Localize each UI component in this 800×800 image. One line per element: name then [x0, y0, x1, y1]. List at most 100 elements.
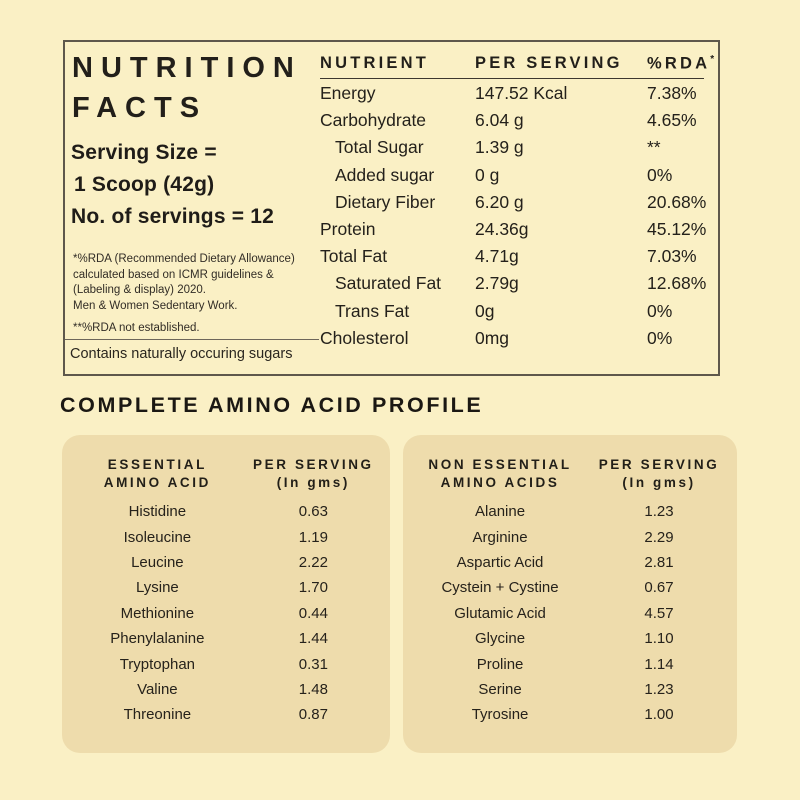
amino-name: Threonine: [123, 706, 192, 724]
per-serving-line2: (In gms): [622, 474, 696, 490]
non-essential-amino-rows: Alanine 1.23 Arginine 2.29 Aspartic Acid 2.…: [411, 499, 729, 728]
amino-row: Methionine 0.44: [70, 601, 382, 626]
nutrient-amount: 147.52 Kcal: [475, 83, 568, 104]
amino-row: Serine 1.23: [411, 677, 729, 702]
non-essential-header-col1: NON ESSENTIAL AMINO ACIDS: [411, 456, 589, 491]
amino-value: 0.63: [298, 503, 328, 521]
amino-row: Tyrosine 1.00: [411, 702, 729, 727]
nutrient-rda: 45.12%: [647, 219, 707, 240]
contains-note-divider: [65, 339, 319, 340]
nutrient-amount: 0g: [475, 300, 495, 321]
nutrient-name: Added sugar: [335, 164, 435, 185]
header-rda: %RDA*: [647, 54, 714, 74]
amino-value: 1.14: [644, 655, 674, 673]
amino-value: 0.67: [644, 579, 674, 597]
nutrient-rda: 0%: [647, 300, 673, 321]
amino-row: Tryptophan 0.31: [70, 651, 382, 676]
amino-value: 2.22: [298, 553, 328, 571]
amino-value: 4.57: [644, 604, 674, 622]
per-serving-line1: PER SERVING: [253, 457, 374, 472]
header-rda-text: %RDA: [647, 54, 711, 73]
essential-header-line2: AMINO ACID: [103, 474, 211, 490]
nutrient-rda: 20.68%: [647, 191, 707, 212]
nutrient-amount: 0mg: [475, 327, 510, 348]
nutrient-name: Total Fat: [320, 246, 388, 267]
amino-value: 1.19: [298, 528, 328, 546]
amino-value: 1.10: [644, 630, 674, 648]
amino-value: 1.48: [298, 680, 328, 698]
amino-value: 0.44: [298, 604, 328, 622]
amino-name: Alanine: [475, 503, 526, 521]
amino-value: 0.31: [298, 655, 328, 673]
amino-row: Histidine 0.63: [70, 499, 382, 524]
per-serving-line2: (In gms): [276, 474, 350, 490]
rda-footnote-1: *%RDA (Recommended Dietary Allowance) ca…: [73, 253, 295, 296]
amino-name: Valine: [137, 680, 178, 698]
amino-name: Lysine: [135, 579, 179, 597]
essential-header-line1: ESSENTIAL: [107, 457, 207, 472]
essential-header-col1: ESSENTIAL AMINO ACID: [70, 456, 245, 491]
rda-footnote-2: Men & Women Sedentary Work.: [73, 299, 238, 312]
nutrient-amount: 6.20 g: [475, 191, 524, 212]
header-nutrient: NUTRIENT: [320, 54, 430, 72]
amino-row: Alanine 1.23: [411, 499, 729, 524]
nutrition-facts-box: NUTRITION FACTS Serving Size = 1 Scoop (…: [63, 40, 720, 376]
amino-name: Arginine: [472, 528, 528, 546]
amino-row: Isoleucine 1.19: [70, 524, 382, 549]
non-essential-per-serving-header: PER SERVING (In gms): [589, 456, 729, 491]
nutrient-amount: 2.79g: [475, 273, 519, 294]
nutrient-name: Carbohydrate: [320, 110, 427, 131]
nutrient-amount: 4.71g: [475, 246, 519, 267]
amino-row: Aspartic Acid 2.81: [411, 550, 729, 575]
essential-per-serving-header: PER SERVING (In gms): [245, 456, 382, 491]
amino-row: Arginine 2.29: [411, 524, 729, 549]
amino-name: Isoleucine: [123, 528, 192, 546]
nutrient-rda: 0%: [647, 327, 673, 348]
amino-value: 1.00: [644, 706, 674, 724]
title-line-1: NUTRITION: [72, 52, 302, 84]
amino-row: Glutamic Acid 4.57: [411, 601, 729, 626]
amino-profile-heading: COMPLETE AMINO ACID PROFILE: [60, 393, 484, 417]
nutrient-table: Energy 147.52 Kcal 7.38% Carbohydrate 6.…: [320, 80, 716, 352]
nutrient-table-header: NUTRIENT PER SERVING %RDA*: [320, 54, 714, 74]
amino-value: 1.44: [298, 630, 328, 648]
amino-row: Threonine 0.87: [70, 702, 382, 727]
amino-row: Lysine 1.70: [70, 575, 382, 600]
amino-value: 2.81: [644, 553, 674, 571]
amino-name: Methionine: [120, 604, 195, 622]
non-essential-amino-panel: NON ESSENTIAL AMINO ACIDS PER SERVING (I…: [403, 435, 737, 753]
nutrition-facts-title: NUTRITION FACTS: [72, 48, 302, 128]
nutrient-rda: 7.38%: [647, 83, 697, 104]
rda-footnotes: *%RDA (Recommended Dietary Allowance) ca…: [73, 252, 313, 337]
amino-name: Phenylalanine: [110, 630, 205, 648]
amino-row: Leucine 2.22: [70, 550, 382, 575]
amino-value: 0.87: [298, 706, 328, 724]
amino-name: Aspartic Acid: [456, 553, 544, 571]
nutrient-name: Protein: [320, 219, 376, 240]
header-rda-asterisk: *: [710, 54, 715, 65]
amino-value: 1.70: [298, 579, 328, 597]
title-line-2: FACTS: [72, 92, 208, 124]
nutrient-name: Total Sugar: [335, 137, 424, 158]
per-serving-line1: PER SERVING: [598, 457, 720, 472]
amino-name: Histidine: [128, 503, 187, 521]
essential-amino-rows: Histidine 0.63 Isoleucine 1.19 Leucine 2.22…: [70, 499, 382, 728]
amino-name: Serine: [478, 680, 522, 698]
nutrient-amount: 6.04 g: [475, 110, 524, 131]
amino-row: Proline 1.14: [411, 651, 729, 676]
serving-size-value: 1 Scoop (42g): [74, 173, 215, 196]
nutrient-name: Dietary Fiber: [335, 191, 436, 212]
servings-count: No. of servings = 12: [71, 205, 274, 228]
non-essential-header-line2: AMINO ACIDS: [440, 474, 560, 490]
amino-name: Leucine: [131, 553, 184, 571]
nutrient-rda: 4.65%: [647, 110, 697, 131]
nutrient-amount: 24.36g: [475, 219, 529, 240]
serving-info: Serving Size = 1 Scoop (42g) No. of serv…: [71, 137, 274, 233]
amino-value: 2.29: [644, 528, 674, 546]
amino-name: Cystein + Cystine: [441, 579, 559, 597]
nutrient-name: Trans Fat: [335, 300, 410, 321]
non-essential-panel-header: NON ESSENTIAL AMINO ACIDS PER SERVING (I…: [411, 456, 729, 491]
non-essential-header-line1: NON ESSENTIAL: [428, 457, 572, 472]
amino-row: Phenylalanine 1.44: [70, 626, 382, 651]
nutrient-rda: 7.03%: [647, 246, 697, 267]
